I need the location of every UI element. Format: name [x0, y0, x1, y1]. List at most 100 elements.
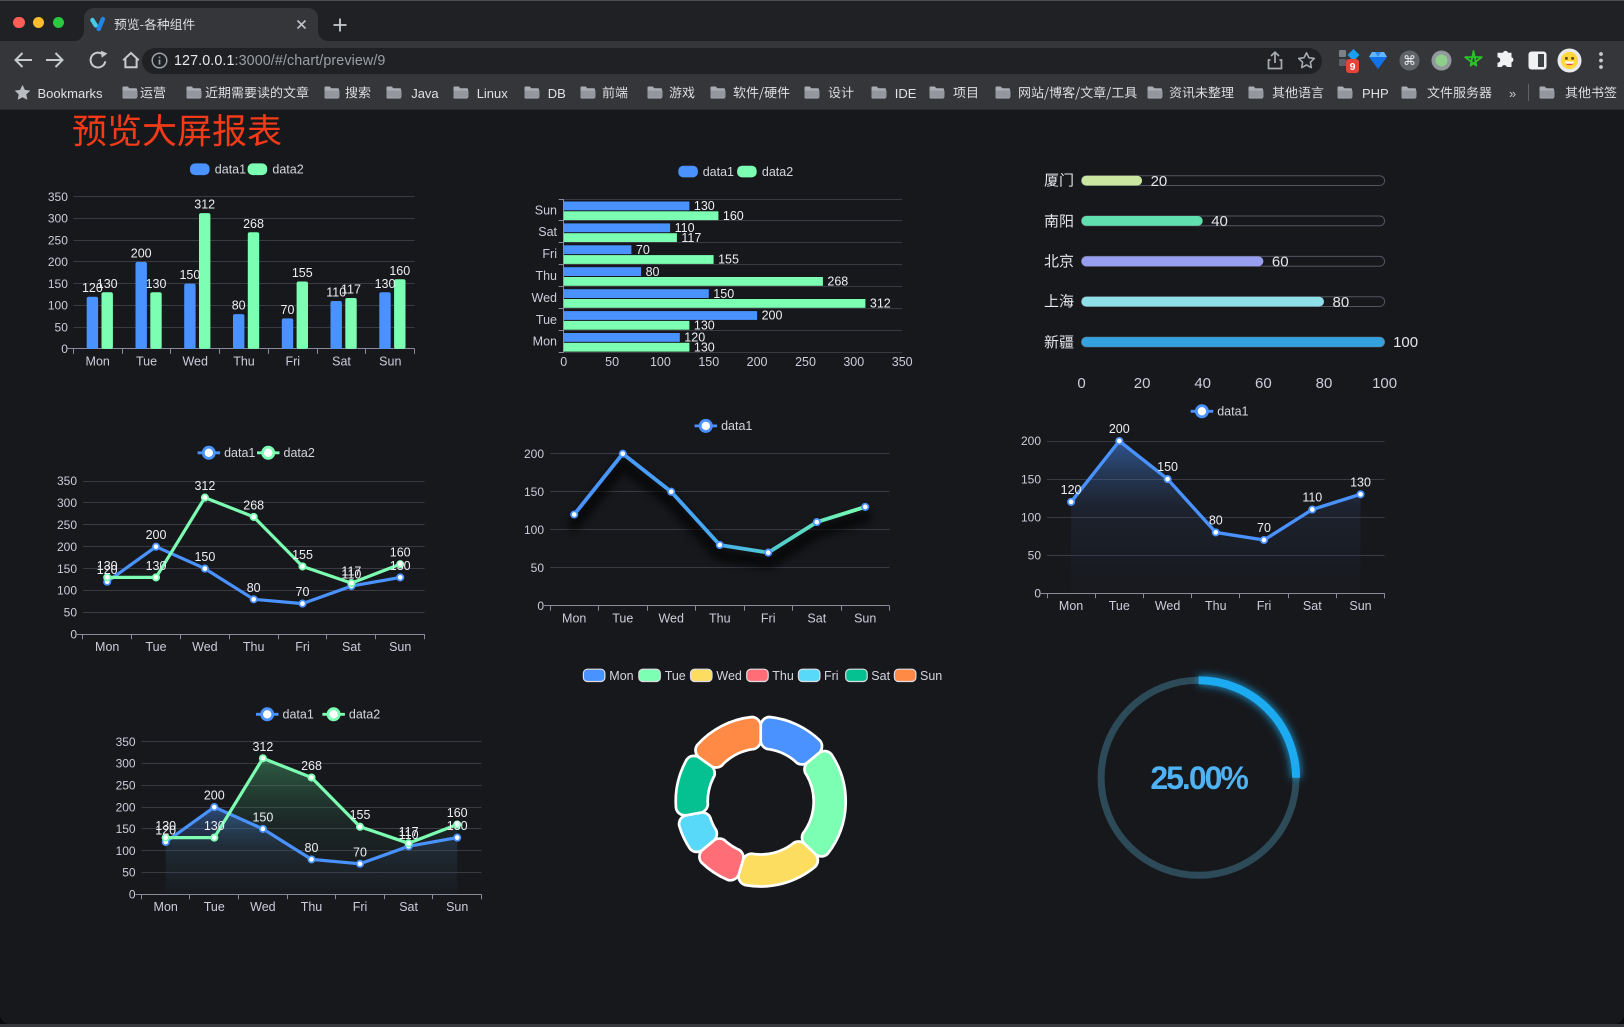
- svg-text:160: 160: [390, 546, 411, 560]
- svg-text:Tue: Tue: [1109, 599, 1130, 613]
- svg-text:data1: data1: [1217, 405, 1248, 419]
- svg-text:250: 250: [795, 355, 816, 369]
- svg-text:40: 40: [1194, 375, 1211, 392]
- svg-text:Sat: Sat: [332, 354, 351, 368]
- svg-text:200: 200: [1109, 422, 1130, 436]
- svg-text:data2: data2: [284, 446, 315, 460]
- svg-text:Wed: Wed: [250, 900, 276, 914]
- svg-text:100: 100: [48, 299, 68, 313]
- svg-text:160: 160: [389, 264, 410, 278]
- svg-text:Sun: Sun: [1349, 599, 1371, 613]
- svg-text:50: 50: [55, 320, 69, 334]
- svg-text:150: 150: [252, 810, 273, 824]
- svg-text:data2: data2: [349, 708, 380, 722]
- svg-text:Wed: Wed: [1155, 599, 1181, 613]
- svg-text:Sun: Sun: [446, 900, 468, 914]
- svg-text:Sun: Sun: [854, 611, 876, 625]
- svg-text:Mon: Mon: [1059, 599, 1083, 613]
- svg-text:Fri: Fri: [824, 669, 839, 683]
- svg-text:155: 155: [350, 808, 371, 822]
- svg-text:80: 80: [232, 299, 246, 313]
- svg-text:300: 300: [57, 496, 77, 510]
- svg-text:Tue: Tue: [612, 611, 633, 625]
- svg-text:130: 130: [1350, 475, 1371, 489]
- svg-text:25.00%: 25.00%: [1150, 760, 1248, 796]
- svg-text:100: 100: [1393, 334, 1418, 351]
- svg-text:268: 268: [301, 759, 322, 773]
- svg-text:150: 150: [524, 485, 544, 499]
- svg-text:150: 150: [713, 287, 734, 301]
- svg-text:80: 80: [1316, 375, 1333, 392]
- svg-text:Sat: Sat: [1303, 599, 1322, 613]
- svg-text:350: 350: [57, 474, 77, 488]
- svg-text:200: 200: [131, 246, 152, 260]
- svg-text:Tue: Tue: [665, 669, 686, 683]
- svg-text:Sun: Sun: [535, 203, 557, 217]
- svg-text:100: 100: [57, 584, 77, 598]
- svg-text:50: 50: [64, 606, 78, 620]
- svg-text:Fri: Fri: [353, 900, 368, 914]
- svg-text:Mon: Mon: [86, 354, 110, 368]
- svg-text:Fri: Fri: [295, 640, 310, 654]
- svg-text:0: 0: [129, 888, 136, 902]
- svg-text:130: 130: [146, 559, 167, 573]
- svg-text:117: 117: [681, 231, 701, 245]
- svg-text:110: 110: [341, 568, 361, 582]
- svg-text:130: 130: [694, 319, 715, 333]
- svg-text:50: 50: [605, 355, 619, 369]
- svg-text:Thu: Thu: [1205, 599, 1227, 613]
- svg-text:200: 200: [146, 528, 167, 542]
- svg-text:200: 200: [57, 540, 77, 554]
- svg-text:130: 130: [390, 559, 411, 573]
- svg-text:312: 312: [194, 479, 215, 493]
- svg-text:data1: data1: [703, 165, 734, 179]
- svg-text:Wed: Wed: [182, 354, 208, 368]
- svg-text:20: 20: [1134, 375, 1151, 392]
- svg-text:100: 100: [1372, 375, 1397, 392]
- svg-text:120: 120: [684, 331, 705, 345]
- svg-text:Thu: Thu: [233, 354, 255, 368]
- svg-text:0: 0: [70, 628, 77, 642]
- svg-text:150: 150: [179, 268, 200, 282]
- svg-text:200: 200: [524, 447, 544, 461]
- svg-text:268: 268: [243, 217, 264, 231]
- svg-text:150: 150: [57, 562, 77, 576]
- svg-text:Mon: Mon: [562, 611, 586, 625]
- svg-text:70: 70: [281, 303, 295, 317]
- svg-text:130: 130: [694, 340, 715, 354]
- svg-text:110: 110: [675, 221, 695, 235]
- svg-text:Tue: Tue: [136, 354, 157, 368]
- svg-text:110: 110: [399, 828, 419, 842]
- svg-text:100: 100: [116, 844, 136, 858]
- svg-text:150: 150: [116, 822, 136, 836]
- svg-text:⌘: ⌘: [1403, 53, 1416, 68]
- svg-text:0: 0: [61, 342, 68, 356]
- svg-text:Mon: Mon: [533, 335, 557, 349]
- svg-text:117: 117: [341, 283, 361, 297]
- svg-text:data1: data1: [215, 163, 246, 177]
- svg-text:130: 130: [146, 277, 167, 291]
- svg-text:Sat: Sat: [807, 611, 826, 625]
- svg-text:0: 0: [560, 355, 567, 369]
- svg-text:Sat: Sat: [342, 640, 361, 654]
- svg-text:312: 312: [252, 740, 273, 754]
- svg-text:200: 200: [1021, 434, 1041, 448]
- svg-text:268: 268: [243, 498, 264, 512]
- svg-text:Wed: Wed: [658, 611, 684, 625]
- svg-text:200: 200: [48, 255, 68, 269]
- svg-text:70: 70: [353, 845, 367, 859]
- svg-text:80: 80: [247, 581, 261, 595]
- svg-text:250: 250: [48, 233, 68, 247]
- svg-text:Sun: Sun: [379, 354, 401, 368]
- svg-text:0: 0: [1034, 587, 1041, 601]
- svg-text:Sun: Sun: [389, 640, 411, 654]
- svg-text:20: 20: [1151, 173, 1168, 190]
- svg-text:100: 100: [524, 523, 544, 537]
- svg-text:155: 155: [292, 548, 313, 562]
- svg-text:data1: data1: [224, 446, 255, 460]
- svg-text:0: 0: [1077, 375, 1085, 392]
- svg-text:Thu: Thu: [243, 640, 265, 654]
- svg-text:300: 300: [48, 212, 68, 226]
- svg-text:Tue: Tue: [204, 900, 225, 914]
- svg-text:155: 155: [292, 266, 313, 280]
